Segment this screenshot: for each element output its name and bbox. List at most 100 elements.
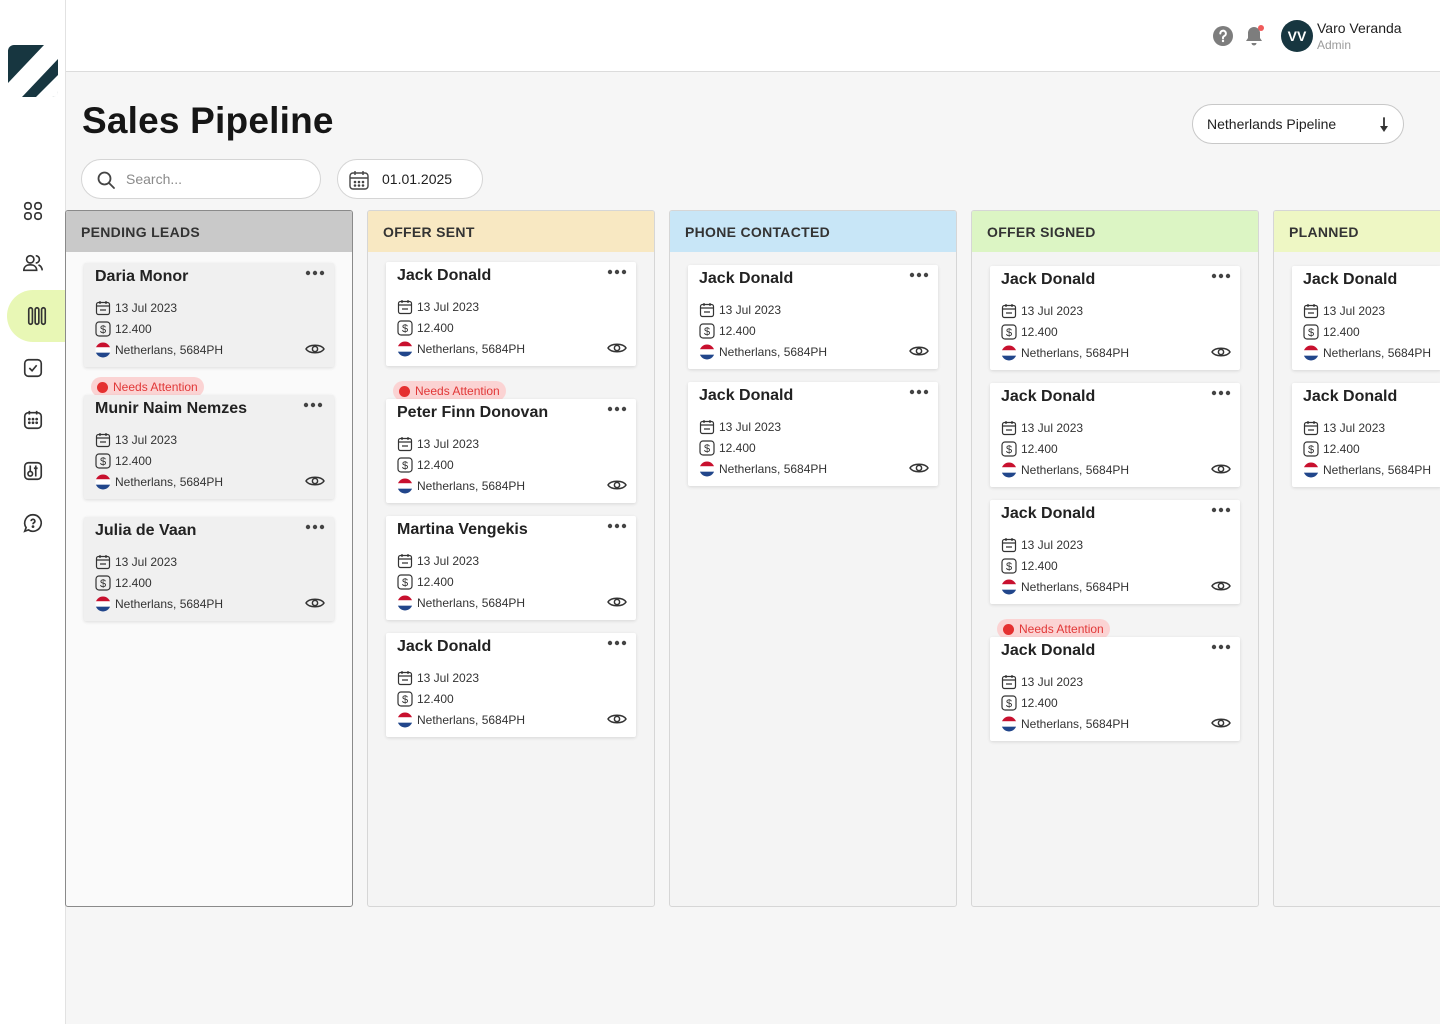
lead-date: 13 Jul 2023	[397, 299, 479, 315]
lead-location: Netherlans, 5684PH	[699, 344, 827, 360]
search-box[interactable]	[81, 159, 321, 199]
more-options-icon[interactable]	[1211, 643, 1231, 651]
lead-date: 13 Jul 2023	[397, 670, 479, 686]
nav-support[interactable]	[0, 497, 66, 549]
lead-date: 13 Jul 2023	[1001, 674, 1083, 690]
view-eye-icon[interactable]	[1211, 715, 1231, 731]
nav-pipeline[interactable]	[7, 290, 67, 342]
lead-amount: $ 12.400	[1001, 324, 1058, 340]
view-eye-icon[interactable]	[305, 595, 325, 611]
nav-dashboard[interactable]	[0, 185, 66, 237]
netherlands-flag-icon	[397, 595, 413, 611]
svg-text:$: $	[1006, 444, 1012, 456]
more-options-icon[interactable]	[1211, 389, 1231, 397]
calendar-icon	[1001, 675, 1017, 690]
more-options-icon[interactable]	[607, 268, 627, 276]
column-offer-signed: OFFER SIGNED Jack Donald 13 Jul 2023 $ 1…	[971, 210, 1259, 907]
view-eye-icon[interactable]	[1211, 578, 1231, 594]
more-options-icon[interactable]	[1211, 272, 1231, 280]
search-input[interactable]	[126, 171, 306, 187]
more-options-icon[interactable]	[303, 401, 323, 409]
svg-text:$: $	[1006, 561, 1012, 573]
lead-card[interactable]: Jack Donald 13 Jul 2023 $ 12.400 Netherl…	[990, 383, 1240, 487]
lead-amount: $ 12.400	[397, 320, 454, 336]
lead-name: Martina Vengekis	[397, 521, 528, 538]
more-options-icon[interactable]	[305, 523, 325, 531]
lead-card[interactable]: Munir Naim Nemzes 13 Jul 2023 $ 12.400 N…	[84, 395, 334, 499]
date-filter[interactable]: 01.01.2025	[337, 159, 483, 199]
view-eye-icon[interactable]	[1211, 344, 1231, 360]
netherlands-flag-icon	[397, 478, 413, 494]
view-eye-icon[interactable]	[607, 711, 627, 727]
view-eye-icon[interactable]	[305, 473, 325, 489]
dollar-icon: $	[1001, 324, 1017, 340]
more-options-icon[interactable]	[607, 405, 627, 413]
lead-location: Netherlans, 5684PH	[397, 595, 525, 611]
lead-card[interactable]: Jack Donald 13 Jul 2023 $ 12.400 Netherl…	[386, 262, 636, 366]
needs-attention-badge: Needs Attention	[997, 619, 1110, 639]
view-eye-icon[interactable]	[305, 341, 325, 357]
netherlands-flag-icon	[1001, 579, 1017, 595]
lead-card[interactable]: Daria Monor 13 Jul 2023 $ 12.400 Netherl…	[84, 263, 334, 367]
nav-calendar[interactable]	[0, 394, 66, 446]
view-eye-icon[interactable]	[909, 343, 929, 359]
lead-card[interactable]: Martina Vengekis 13 Jul 2023 $ 12.400 Ne…	[386, 516, 636, 620]
nav-tasks[interactable]	[0, 342, 66, 394]
dollar-icon: $	[95, 575, 111, 591]
view-eye-icon[interactable]	[1211, 461, 1231, 477]
lead-date: 13 Jul 2023	[1303, 420, 1385, 436]
lead-amount: $ 12.400	[1303, 324, 1360, 340]
svg-text:$: $	[1006, 327, 1012, 339]
more-options-icon[interactable]	[305, 269, 325, 277]
nav-documents[interactable]	[0, 445, 66, 497]
calendar-icon	[1303, 421, 1319, 436]
column-header: OFFER SIGNED	[972, 211, 1258, 252]
svg-text:$: $	[100, 578, 106, 590]
view-eye-icon[interactable]	[607, 340, 627, 356]
svg-text:$: $	[402, 694, 408, 706]
lead-card[interactable]: Jack Donald 13 Jul 2023 $ 12.400 Netherl…	[990, 500, 1240, 604]
lead-card[interactable]: Peter Finn Donovan 13 Jul 2023 $ 12.400 …	[386, 399, 636, 503]
lead-location: Netherlans, 5684PH	[1001, 716, 1129, 732]
more-options-icon[interactable]	[1211, 506, 1231, 514]
view-eye-icon[interactable]	[909, 460, 929, 476]
calendar-icon	[1001, 538, 1017, 553]
lead-location: Netherlans, 5684PH	[1303, 462, 1431, 478]
netherlands-flag-icon	[699, 461, 715, 477]
more-options-icon[interactable]	[909, 388, 929, 396]
pipeline-select[interactable]: Netherlands Pipeline	[1192, 104, 1404, 144]
view-eye-icon[interactable]	[607, 594, 627, 610]
lead-amount: $ 12.400	[1001, 695, 1058, 711]
lead-location: Netherlans, 5684PH	[1303, 345, 1431, 361]
calendar-icon	[397, 554, 413, 569]
notification-bell-icon[interactable]	[1242, 24, 1266, 48]
calendar-icon	[1001, 421, 1017, 436]
view-eye-icon[interactable]	[607, 477, 627, 493]
dollar-icon: $	[1001, 558, 1017, 574]
more-options-icon[interactable]	[607, 522, 627, 530]
needs-attention-badge: Needs Attention	[91, 377, 204, 397]
more-options-icon[interactable]	[909, 271, 929, 279]
lead-card[interactable]: Jack Donald 13 Jul 2023 $ 12.400 Netherl…	[688, 265, 938, 369]
company-logo[interactable]	[8, 45, 58, 97]
user-avatar[interactable]: VV	[1281, 20, 1313, 52]
lead-card[interactable]: Jack Donald 13 Jul 2023 $ 12.400 Netherl…	[990, 637, 1240, 741]
lead-card[interactable]: Jack Donald 13 Jul 2023 $ 12.400 Netherl…	[386, 633, 636, 737]
lead-card[interactable]: Jack Donald 13 Jul 2023 $ 12.400 Netherl…	[990, 266, 1240, 370]
help-icon[interactable]	[1212, 25, 1234, 47]
lead-card[interactable]: Jack Donald 13 Jul 2023 $ 12.400 Netherl…	[1292, 383, 1440, 487]
lead-card[interactable]: Julia de Vaan 13 Jul 2023 $ 12.400 Nethe…	[84, 517, 334, 621]
more-options-icon[interactable]	[607, 639, 627, 647]
lead-date: 13 Jul 2023	[397, 436, 479, 452]
column-pending-leads: PENDING LEADS Daria Monor 13 Jul 2023 $ …	[65, 210, 353, 907]
pipeline-columns-icon	[27, 306, 47, 326]
netherlands-flag-icon	[1001, 462, 1017, 478]
lead-card[interactable]: Jack Donald 13 Jul 2023 $ 12.400 Netherl…	[688, 382, 938, 486]
user-name[interactable]: Varo Veranda	[1317, 20, 1402, 36]
lead-card[interactable]: Jack Donald 13 Jul 2023 $ 12.400 Netherl…	[1292, 266, 1440, 370]
lead-name: Jack Donald	[1001, 388, 1096, 405]
svg-text:$: $	[1308, 327, 1314, 339]
dollar-icon: $	[699, 323, 715, 339]
calendar-icon	[397, 437, 413, 452]
nav-contacts[interactable]	[0, 237, 66, 289]
